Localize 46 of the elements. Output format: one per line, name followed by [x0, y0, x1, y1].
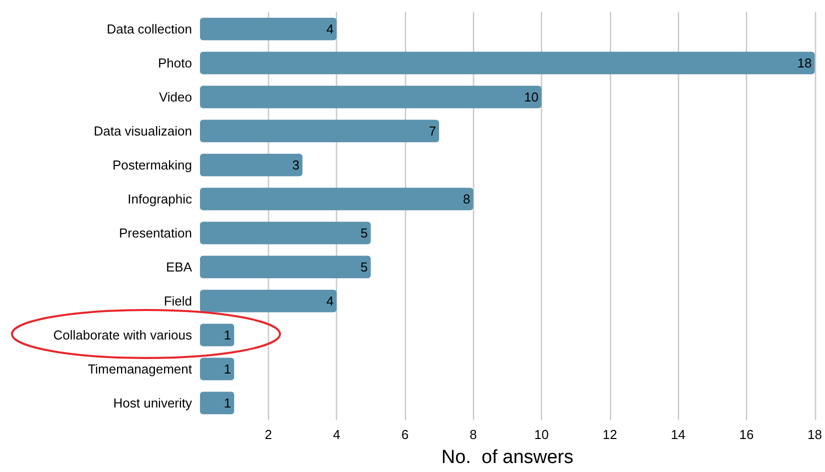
bar: [200, 290, 337, 312]
x-tick-label: 6: [401, 427, 409, 442]
data-label: 8: [462, 192, 470, 206]
y-tick-label: Presentation: [119, 226, 192, 240]
x-tick-label: 18: [808, 427, 822, 442]
bar: [200, 392, 234, 414]
bar: [200, 18, 337, 40]
data-label: 18: [797, 56, 812, 70]
data-label: 5: [360, 226, 368, 240]
y-tick-label: Timemanagement: [88, 362, 192, 376]
y-tick-label: Infographic: [128, 192, 192, 206]
x-tick-label: 4: [333, 427, 340, 442]
y-tick-label: Photo: [158, 56, 192, 70]
x-axis-title: No. of answers: [441, 447, 574, 468]
data-label: 5: [360, 260, 368, 274]
x-tick-label: 8: [470, 427, 477, 442]
bar: [200, 154, 302, 176]
data-label: 4: [326, 22, 334, 36]
y-tick-label: Data visualizaion: [94, 124, 192, 138]
x-tick-label: 16: [739, 427, 754, 442]
y-tick-label: Host univerity: [113, 396, 192, 410]
bar: [200, 86, 542, 108]
x-tick-label: 12: [602, 427, 618, 442]
x-tick-label: 2: [264, 427, 272, 442]
y-tick-label: EBA: [166, 260, 192, 274]
data-label: 3: [292, 158, 300, 172]
data-label: 10: [524, 90, 539, 104]
y-tick-label: Postermaking: [112, 158, 192, 172]
bar: [200, 256, 371, 278]
data-label: 7: [428, 124, 436, 138]
data-label: 1: [224, 362, 232, 376]
bar: [200, 52, 815, 74]
y-tick-label: Data collection: [106, 22, 192, 36]
data-label: 1: [224, 396, 232, 410]
y-tick-label: Field: [164, 294, 192, 308]
y-tick-label: Video: [158, 90, 192, 104]
data-label: 4: [326, 294, 334, 308]
data-label: 1: [224, 328, 232, 342]
x-tick-label: 14: [670, 427, 686, 442]
bar: [200, 222, 371, 244]
y-tick-label: Collaborate with various: [53, 328, 192, 342]
x-tick-label: 10: [534, 427, 549, 442]
bar: [200, 120, 440, 142]
bar: [200, 188, 474, 210]
bar: [200, 358, 234, 380]
bar: [200, 324, 234, 346]
